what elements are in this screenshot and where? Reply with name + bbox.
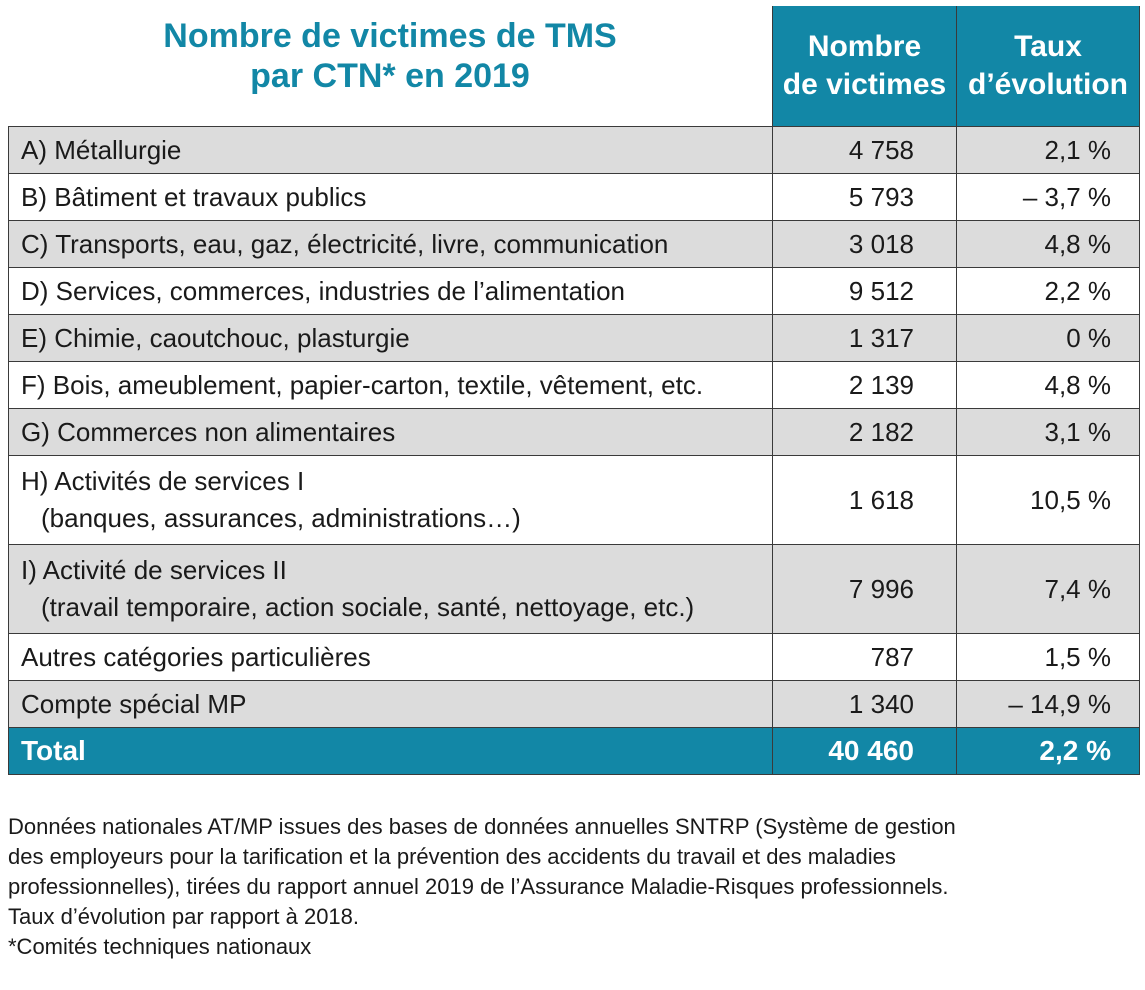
row-rate: 2,1 % [956, 126, 1140, 174]
row-victims: 5 793 [772, 173, 957, 221]
table-row: Autres catégories particulières 787 1,5 … [8, 633, 1140, 681]
row-victims: 787 [772, 633, 957, 681]
row-label: G) Commerces non alimentaires [8, 408, 773, 456]
note-line: Taux d’évolution par rapport à 2018. [8, 904, 360, 929]
table-row: G) Commerces non alimentaires 2 182 3,1 … [8, 408, 1140, 456]
row-label: Compte spécial MP [8, 680, 773, 728]
row-rate: – 14,9 % [956, 680, 1140, 728]
table-row: E) Chimie, caoutchouc, plasturgie 1 317 … [8, 314, 1140, 362]
row-label: B) Bâtiment et travaux publics [8, 173, 773, 221]
header-victims: Nombre de victimes [772, 6, 957, 127]
row-rate: 10,5 % [956, 455, 1140, 545]
header-rate-line-1: Taux [1014, 30, 1082, 63]
footnote: *Comités techniques nationaux [8, 934, 312, 959]
row-label: D) Services, commerces, industries de l’… [8, 267, 773, 315]
row-label-line-2: (banques, assurances, administrations…) [41, 503, 521, 533]
row-rate: 3,1 % [956, 408, 1140, 456]
row-label: F) Bois, ameublement, papier-carton, tex… [8, 361, 773, 409]
note-line: Données nationales AT/MP issues des base… [8, 814, 956, 839]
row-victims: 4 758 [772, 126, 957, 174]
row-victims: 1 317 [772, 314, 957, 362]
row-victims: 1 618 [772, 455, 957, 545]
header-victims-line-1: Nombre [807, 30, 922, 63]
row-rate: – 3,7 % [956, 173, 1140, 221]
row-label-line-1: H) Activités de services I [21, 466, 305, 496]
header-rate: Taux d’évolution [956, 6, 1140, 127]
table-row: C) Transports, eau, gaz, électricité, li… [8, 220, 1140, 268]
table-row: I) Activité de services II (travail temp… [8, 544, 1140, 634]
total-victims: 40 460 [772, 727, 957, 775]
table-header-row: Nombre de victimes Taux d’évolution [9, 6, 1140, 127]
row-label: I) Activité de services II (travail temp… [8, 544, 773, 634]
row-rate: 7,4 % [956, 544, 1140, 634]
row-label: Autres catégories particulières [8, 633, 773, 681]
note-line: professionnelles), tirées du rapport ann… [8, 874, 949, 899]
row-label: A) Métallurgie [8, 126, 773, 174]
note-line: des employeurs pour la tarification et l… [8, 844, 896, 869]
row-label-line-1: I) Activité de services II [21, 555, 287, 585]
header-rate-line-2: d’évolution [968, 68, 1128, 101]
row-victims: 2 139 [772, 361, 957, 409]
row-rate: 2,2 % [956, 267, 1140, 315]
header-victims-line-2: de victimes [782, 68, 947, 101]
table-row: D) Services, commerces, industries de l’… [8, 267, 1140, 315]
row-label-line-2: (travail temporaire, action sociale, san… [41, 592, 695, 622]
table-row: B) Bâtiment et travaux publics 5 793 – 3… [8, 173, 1140, 221]
row-rate: 0 % [956, 314, 1140, 362]
victims-table: Nombre de victimes Taux d’évolution A) M… [8, 6, 1140, 775]
total-label: Total [8, 727, 773, 775]
table-row: A) Métallurgie 4 758 2,1 % [8, 126, 1140, 174]
row-victims: 7 996 [772, 544, 957, 634]
table-row: F) Bois, ameublement, papier-carton, tex… [8, 361, 1140, 409]
title-line-1: Nombre de victimes de TMS [163, 17, 617, 55]
table-row: Compte spécial MP 1 340 – 14,9 % [8, 680, 1140, 728]
row-victims: 1 340 [772, 680, 957, 728]
table-row: H) Activités de services I (banques, ass… [8, 455, 1140, 545]
row-label: E) Chimie, caoutchouc, plasturgie [8, 314, 773, 362]
row-rate: 4,8 % [956, 361, 1140, 409]
header-blank-cell [9, 6, 773, 127]
total-rate: 2,2 % [956, 727, 1140, 775]
row-rate: 4,8 % [956, 220, 1140, 268]
row-victims: 3 018 [772, 220, 957, 268]
row-victims: 2 182 [772, 408, 957, 456]
row-victims: 9 512 [772, 267, 957, 315]
page-title: Nombre de victimes de TMS par CTN* en 20… [40, 16, 740, 96]
source-notes: Données nationales AT/MP issues des base… [8, 812, 1128, 962]
row-label: H) Activités de services I (banques, ass… [8, 455, 773, 545]
total-row: Total 40 460 2,2 % [8, 727, 1140, 775]
row-label: C) Transports, eau, gaz, électricité, li… [8, 220, 773, 268]
title-line-2: par CTN* en 2019 [250, 57, 530, 95]
row-rate: 1,5 % [956, 633, 1140, 681]
